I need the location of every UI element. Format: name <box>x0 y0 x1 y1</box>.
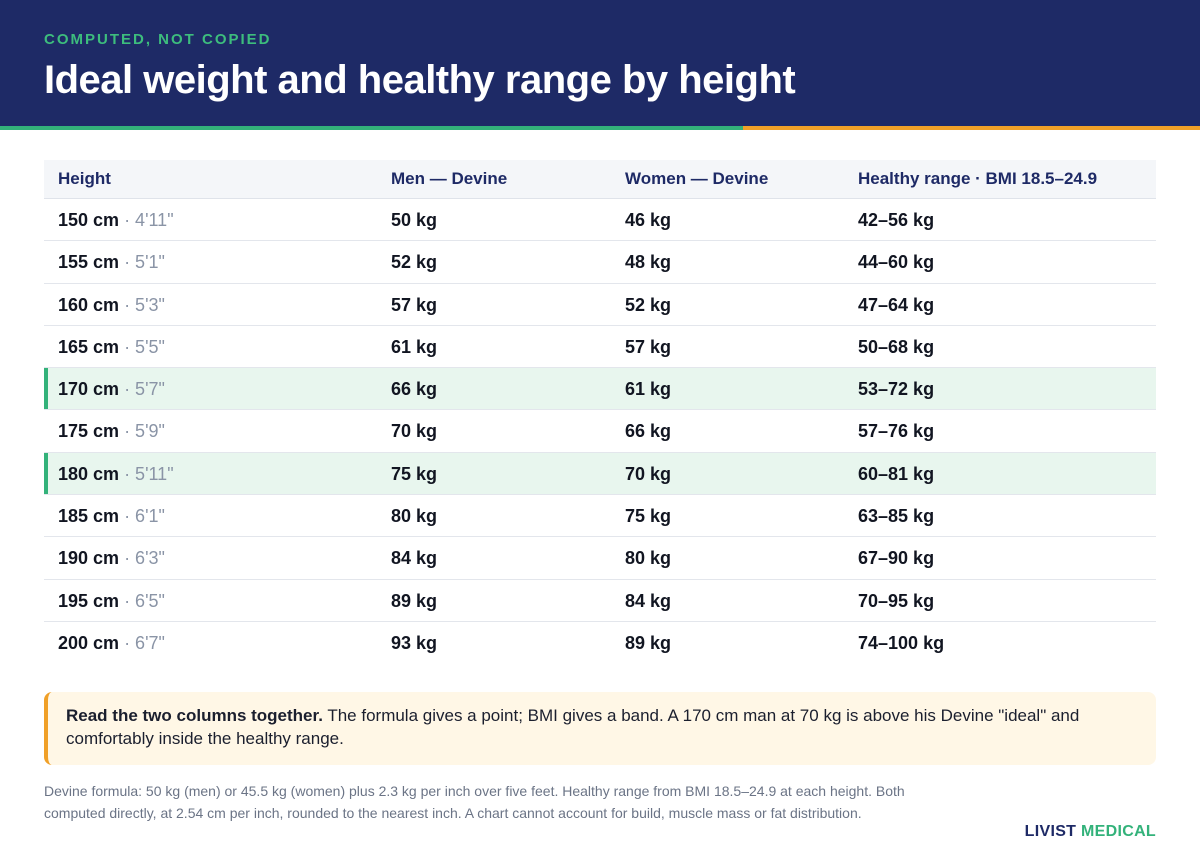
height-imperial: · 6'3" <box>119 548 165 569</box>
height-cm: 165 cm <box>58 336 120 357</box>
brand-name-medical: MEDICAL <box>1076 823 1156 840</box>
men-devine-cell: 93 kg <box>391 632 438 653</box>
height-cm: 155 cm <box>58 252 120 273</box>
table-row: 155 cm · 5'1" 52 kg 48 kg 44–60 kg <box>44 241 1156 284</box>
healthy-range-cell: 42–56 kg <box>858 210 935 230</box>
height-imperial: · 5'1" <box>119 252 165 273</box>
table-row: 175 cm · 5'9" 70 kg 66 kg 57–76 kg <box>44 410 1156 453</box>
men-devine-cell: 52 kg <box>391 252 438 273</box>
height-imperial: · 6'7" <box>119 632 165 653</box>
brand-name-livist: LIVIST <box>1024 823 1077 840</box>
men-devine-cell: 89 kg <box>391 590 438 611</box>
height-imperial: · 5'5" <box>119 336 165 357</box>
height-imperial: · 5'11" <box>119 463 174 484</box>
height-cm: 160 cm <box>58 294 120 315</box>
men-devine-cell: 80 kg <box>391 506 438 527</box>
healthy-range-cell: 63–85 kg <box>858 506 935 527</box>
healthy-range-cell: 60–81 kg <box>858 463 935 484</box>
height-cm: 170 cm <box>58 379 120 400</box>
height-cell: 190 cm · 6'3" <box>58 548 165 569</box>
men-devine-cell: 50 kg <box>391 210 438 230</box>
height-cm: 180 cm <box>58 463 120 484</box>
men-devine-cell: 66 kg <box>391 379 438 400</box>
table-row: 200 cm · 6'7" 93 kg 89 kg 74–100 kg <box>44 622 1156 664</box>
table-row: 190 cm · 6'3" 84 kg 80 kg 67–90 kg <box>44 537 1156 580</box>
column-header-women: Women — Devine <box>625 169 769 188</box>
healthy-range-cell: 50–68 kg <box>858 336 935 357</box>
eyebrow-label: COMPUTED, NOT COPIED <box>44 31 272 48</box>
women-devine-cell: 57 kg <box>625 336 672 357</box>
height-cell: 185 cm · 6'1" <box>58 506 165 527</box>
accent-stripe <box>0 126 1200 130</box>
table-row: 180 cm · 5'11" 75 kg 70 kg 60–81 kg <box>44 452 1156 496</box>
accent-stripe-orange <box>743 126 1200 130</box>
height-cell: 170 cm · 5'7" <box>58 379 165 400</box>
table-row: 160 cm · 5'3" 57 kg 52 kg 47–64 kg <box>44 284 1156 326</box>
height-imperial: · 5'7" <box>119 379 165 400</box>
women-devine-cell: 46 kg <box>625 210 672 230</box>
column-header-height: Height <box>58 169 111 188</box>
height-cm: 200 cm <box>58 632 120 653</box>
height-imperial: · 6'5" <box>119 590 165 611</box>
height-cell: 160 cm · 5'3" <box>58 295 165 316</box>
healthy-range-cell: 67–90 kg <box>858 548 935 569</box>
women-devine-cell: 70 kg <box>625 463 672 484</box>
table-row: 150 cm · 4'11" 50 kg 46 kg 42–56 kg <box>44 199 1156 242</box>
women-devine-cell: 89 kg <box>625 632 672 653</box>
men-devine-cell: 84 kg <box>391 548 438 569</box>
column-header-healthy-range: Healthy range · BMI 18.5–24.9 <box>858 169 1098 188</box>
height-cell: 150 cm · 4'11" <box>58 210 174 231</box>
footnote: Devine formula: 50 kg (men) or 45.5 kg (… <box>44 783 905 821</box>
height-imperial: · 6'1" <box>119 506 165 527</box>
page-title: Ideal weight and healthy range by height <box>44 58 796 102</box>
table-row: 195 cm · 6'5" 89 kg 84 kg 70–95 kg <box>44 580 1156 622</box>
healthy-range-cell: 74–100 kg <box>858 632 945 653</box>
height-cell: 195 cm · 6'5" <box>58 591 165 612</box>
women-devine-cell: 84 kg <box>625 590 672 611</box>
height-cm: 185 cm <box>58 506 120 527</box>
height-cell: 175 cm · 5'9" <box>58 421 165 442</box>
women-devine-cell: 66 kg <box>625 421 672 442</box>
table-row: 185 cm · 6'1" 80 kg 75 kg 63–85 kg <box>44 495 1156 538</box>
callout-lead: Read the two columns together. <box>66 706 323 725</box>
height-cm: 150 cm <box>58 210 120 230</box>
men-devine-cell: 70 kg <box>391 421 438 442</box>
height-imperial: · 5'9" <box>119 421 165 442</box>
height-cm: 190 cm <box>58 548 120 569</box>
height-imperial: · 5'3" <box>119 294 165 315</box>
women-devine-cell: 48 kg <box>625 252 672 273</box>
height-cell: 200 cm · 6'7" <box>58 633 165 654</box>
height-cell: 180 cm · 5'11" <box>58 464 174 485</box>
healthy-range-cell: 57–76 kg <box>858 421 935 442</box>
women-devine-cell: 75 kg <box>625 506 672 527</box>
women-devine-cell: 80 kg <box>625 548 672 569</box>
height-cm: 175 cm <box>58 421 120 442</box>
table-row: 170 cm · 5'7" 66 kg 61 kg 53–72 kg <box>44 368 1156 411</box>
table-header: Height Men — Devine Women — Devine Healt… <box>44 160 1156 199</box>
men-devine-cell: 61 kg <box>391 336 438 357</box>
height-cell: 155 cm · 5'1" <box>58 252 165 273</box>
men-devine-cell: 75 kg <box>391 463 438 484</box>
column-header-men: Men — Devine <box>391 169 508 188</box>
healthy-range-cell: 70–95 kg <box>858 590 935 611</box>
weight-table: Height Men — Devine Women — Devine Healt… <box>44 160 1156 664</box>
height-imperial: · 4'11" <box>119 210 174 230</box>
height-cm: 195 cm <box>58 590 120 611</box>
callout-note: Read the two columns together. The formu… <box>44 692 1156 765</box>
table-row: 165 cm · 5'5" 61 kg 57 kg 50–68 kg <box>44 326 1156 369</box>
table-body: 150 cm · 4'11" 50 kg 46 kg 42–56 kg 155 cm ·… <box>44 199 1156 664</box>
callout-body: The formula gives a point; BMI gives a b… <box>66 706 1080 748</box>
women-devine-cell: 52 kg <box>625 294 672 315</box>
healthy-range-cell: 53–72 kg <box>858 379 935 400</box>
men-devine-cell: 57 kg <box>391 294 438 315</box>
page-header: COMPUTED, NOT COPIED Ideal weight and he… <box>0 0 1200 126</box>
brand-logo: LIVIST MEDICAL <box>1025 823 1156 841</box>
height-cell: 165 cm · 5'5" <box>58 337 165 358</box>
accent-stripe-green <box>0 126 743 130</box>
healthy-range-cell: 47–64 kg <box>858 294 935 315</box>
healthy-range-cell: 44–60 kg <box>858 252 935 273</box>
women-devine-cell: 61 kg <box>625 379 672 400</box>
